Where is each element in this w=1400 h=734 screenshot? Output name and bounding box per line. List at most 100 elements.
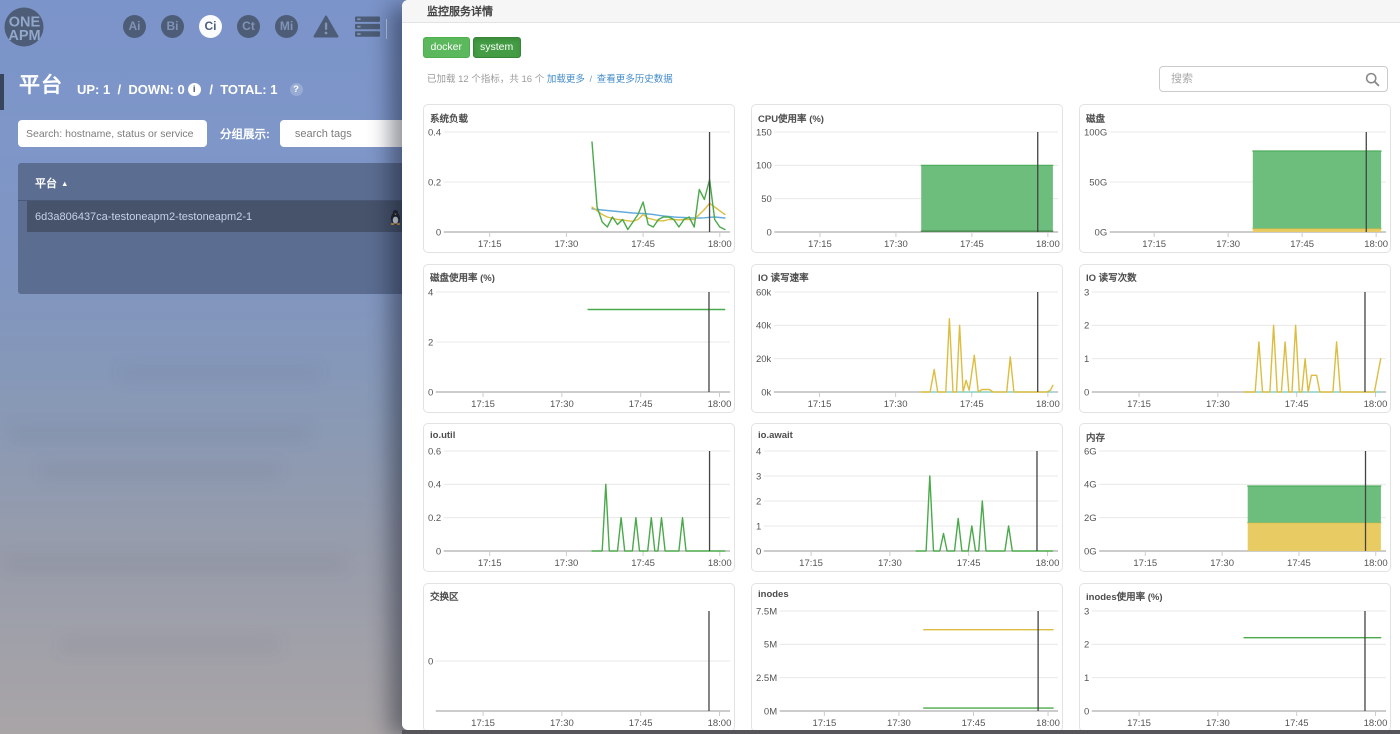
alert-triangle-icon[interactable] bbox=[313, 15, 339, 38]
oneapm-logo[interactable]: ONE APM bbox=[2, 0, 50, 48]
chart-disk[interactable]: 磁盘 0G 50G 100G 17:15 17:30 17:45 18:00 bbox=[1079, 104, 1391, 253]
chart-title-disk-usage: 磁盘使用率 (%) bbox=[430, 273, 495, 284]
server-list-icon[interactable] bbox=[354, 15, 381, 38]
nav-icon-ct[interactable]: Ct bbox=[237, 14, 260, 38]
total-value: 1 bbox=[270, 82, 278, 97]
svg-text:0: 0 bbox=[1084, 706, 1089, 717]
system-button[interactable]: system bbox=[472, 36, 521, 58]
chart-title-io-rate: IO 读写速率 bbox=[758, 273, 809, 284]
up-label: UP: bbox=[77, 82, 100, 97]
linux-penguin-icon bbox=[390, 210, 401, 225]
svg-text:18:00: 18:00 bbox=[708, 558, 732, 569]
svg-text:17:15: 17:15 bbox=[1127, 399, 1151, 410]
chart-swap[interactable]: 交换区 0 17:15 17:30 17:45 18:00 bbox=[423, 582, 735, 730]
top-navbar: ONE APM Ai Bi Ci Ct Mi bbox=[0, 0, 1400, 48]
blurred-content bbox=[60, 640, 280, 650]
svg-text:0k: 0k bbox=[761, 387, 771, 398]
metrics-loaded-text: 已加载 12 个指标，共 16 个 bbox=[427, 73, 545, 85]
chart-title-io-util: io.util bbox=[430, 429, 456, 441]
svg-text:17:45: 17:45 bbox=[1285, 718, 1309, 729]
docker-button[interactable]: docker bbox=[423, 36, 470, 58]
view-history-link[interactable]: 查看更多历史数据 bbox=[596, 73, 673, 85]
chart-io-rate[interactable]: IO 读写速率 0k 20k 40k 60k 17:15 17:30 17:45 18:00 bbox=[751, 263, 1063, 413]
nav-icon-mi[interactable]: Mi bbox=[275, 14, 298, 38]
charts-grid: 系统负载 0 0.2 0.4 17:15 17:30 17:45 18:00 CPU使用率 (%… bbox=[423, 104, 1393, 730]
svg-text:50G: 50G bbox=[1089, 177, 1107, 188]
chart-title-system-load: 系统负载 bbox=[430, 113, 469, 125]
svg-text:18:00: 18:00 bbox=[1036, 558, 1060, 569]
svg-text:6G: 6G bbox=[1084, 446, 1097, 457]
svg-text:2: 2 bbox=[428, 337, 433, 348]
svg-text:1: 1 bbox=[1084, 673, 1089, 684]
svg-text:17:15: 17:15 bbox=[808, 399, 832, 410]
svg-text:2: 2 bbox=[1084, 320, 1089, 331]
host-name: 6d3a806437ca-testoneapm2-testoneapm2-1 bbox=[35, 210, 253, 223]
tags-search-input[interactable] bbox=[279, 120, 411, 147]
svg-text:18:00: 18:00 bbox=[1036, 239, 1060, 250]
svg-text:17:30: 17:30 bbox=[884, 239, 908, 250]
svg-text:4: 4 bbox=[756, 446, 761, 457]
svg-text:17:45: 17:45 bbox=[960, 399, 984, 410]
modal-header: 监控服务详情 bbox=[402, 0, 1400, 23]
svg-text:100G: 100G bbox=[1084, 127, 1107, 138]
chart-memory[interactable]: 内存 0G 2G 4G 6G 17:15 17:30 17:45 18:00 bbox=[1079, 423, 1391, 572]
svg-text:0G: 0G bbox=[1084, 546, 1097, 557]
host-search-input[interactable] bbox=[18, 120, 207, 147]
svg-text:17:30: 17:30 bbox=[555, 239, 579, 250]
svg-text:17:30: 17:30 bbox=[1206, 399, 1230, 410]
svg-text:0G: 0G bbox=[1095, 227, 1108, 238]
svg-text:18:00: 18:00 bbox=[1036, 718, 1060, 729]
host-table: 平台 ▲ 6d3a806437ca-testoneapm2-testoneapm2… bbox=[18, 163, 410, 294]
blurred-content bbox=[5, 558, 345, 569]
svg-text:1: 1 bbox=[756, 521, 761, 532]
svg-text:17:15: 17:15 bbox=[812, 718, 836, 729]
chart-disk-usage[interactable]: 磁盘使用率 (%) 0 2 4 17:15 17:30 17:45 18:00 bbox=[423, 263, 735, 413]
svg-text:60k: 60k bbox=[756, 287, 772, 298]
svg-text:17:45: 17:45 bbox=[629, 718, 653, 729]
host-row[interactable]: 6d3a806437ca-testoneapm2-testoneapm2-1 bbox=[27, 201, 410, 232]
svg-text:0: 0 bbox=[436, 227, 441, 238]
info-circle-icon[interactable]: i bbox=[187, 83, 201, 96]
nav-icon-bi[interactable]: Bi bbox=[161, 14, 184, 38]
svg-text:40k: 40k bbox=[756, 320, 772, 331]
svg-text:4: 4 bbox=[428, 287, 433, 298]
nav-divider bbox=[386, 19, 387, 39]
chart-cpu-usage[interactable]: CPU使用率 (%) 0 50 100 150 17:15 17:30 17:45 18:00 bbox=[751, 104, 1063, 253]
nav-icon-ai[interactable]: Ai bbox=[123, 14, 146, 38]
nav-icon-ci[interactable]: Ci bbox=[199, 14, 222, 38]
chart-inodes-usage[interactable]: inodes使用率 (%) 0 1 2 3 17:15 17:30 17:45 18:00 bbox=[1079, 582, 1391, 730]
chart-inodes[interactable]: inodes 0M 2.5M 5M 7.5M 17:15 17:30 17:45 18:00 bbox=[751, 582, 1063, 730]
svg-text:100: 100 bbox=[756, 161, 772, 172]
chart-title-swap: 交换区 bbox=[430, 592, 459, 603]
chart-io-util[interactable]: io.util 0 0.2 0.4 0.6 17:15 17:30 17:45 18:00 bbox=[423, 423, 735, 572]
svg-text:17:45: 17:45 bbox=[960, 239, 984, 250]
svg-text:17:15: 17:15 bbox=[1127, 718, 1151, 729]
down-label: DOWN: bbox=[128, 82, 174, 97]
svg-text:17:30: 17:30 bbox=[887, 718, 911, 729]
chart-system-load[interactable]: 系统负载 0 0.2 0.4 17:15 17:30 17:45 18:00 bbox=[423, 104, 735, 253]
svg-text:0.2: 0.2 bbox=[428, 177, 441, 188]
svg-text:150: 150 bbox=[756, 127, 772, 138]
svg-text:17:30: 17:30 bbox=[550, 718, 574, 729]
group-by-label: 分组展示: bbox=[220, 128, 270, 141]
svg-text:17:30: 17:30 bbox=[1206, 718, 1230, 729]
service-detail-modal: 监控服务详情 docker system 已加载 12 个指标，共 16 个 加… bbox=[402, 0, 1400, 730]
svg-text:0: 0 bbox=[1084, 387, 1089, 398]
svg-text:18:00: 18:00 bbox=[1364, 239, 1388, 250]
metric-search-input[interactable] bbox=[1159, 66, 1388, 92]
help-circle-icon[interactable]: ? bbox=[289, 83, 303, 96]
svg-text:17:15: 17:15 bbox=[478, 558, 502, 569]
chart-title-memory: 内存 bbox=[1086, 432, 1106, 444]
svg-text:17:30: 17:30 bbox=[555, 558, 579, 569]
load-more-link[interactable]: 加载更多 bbox=[546, 73, 585, 85]
chart-io-await[interactable]: io.await 0 1 2 3 4 17:15 17:30 17:45 18:00 bbox=[751, 423, 1063, 572]
chart-title-disk: 磁盘 bbox=[1086, 113, 1106, 125]
chart-io-count[interactable]: IO 读写次数 0 1 2 3 17:15 17:30 17:45 18:00 bbox=[1079, 263, 1391, 413]
svg-text:17:45: 17:45 bbox=[631, 558, 655, 569]
svg-text:0.2: 0.2 bbox=[428, 513, 441, 524]
svg-text:0: 0 bbox=[428, 656, 433, 667]
host-table-header[interactable]: 平台 ▲ bbox=[18, 163, 410, 201]
metrics-info-line: 已加载 12 个指标，共 16 个 加载更多 / 查看更多历史数据 bbox=[427, 73, 673, 85]
svg-text:17:45: 17:45 bbox=[957, 558, 981, 569]
